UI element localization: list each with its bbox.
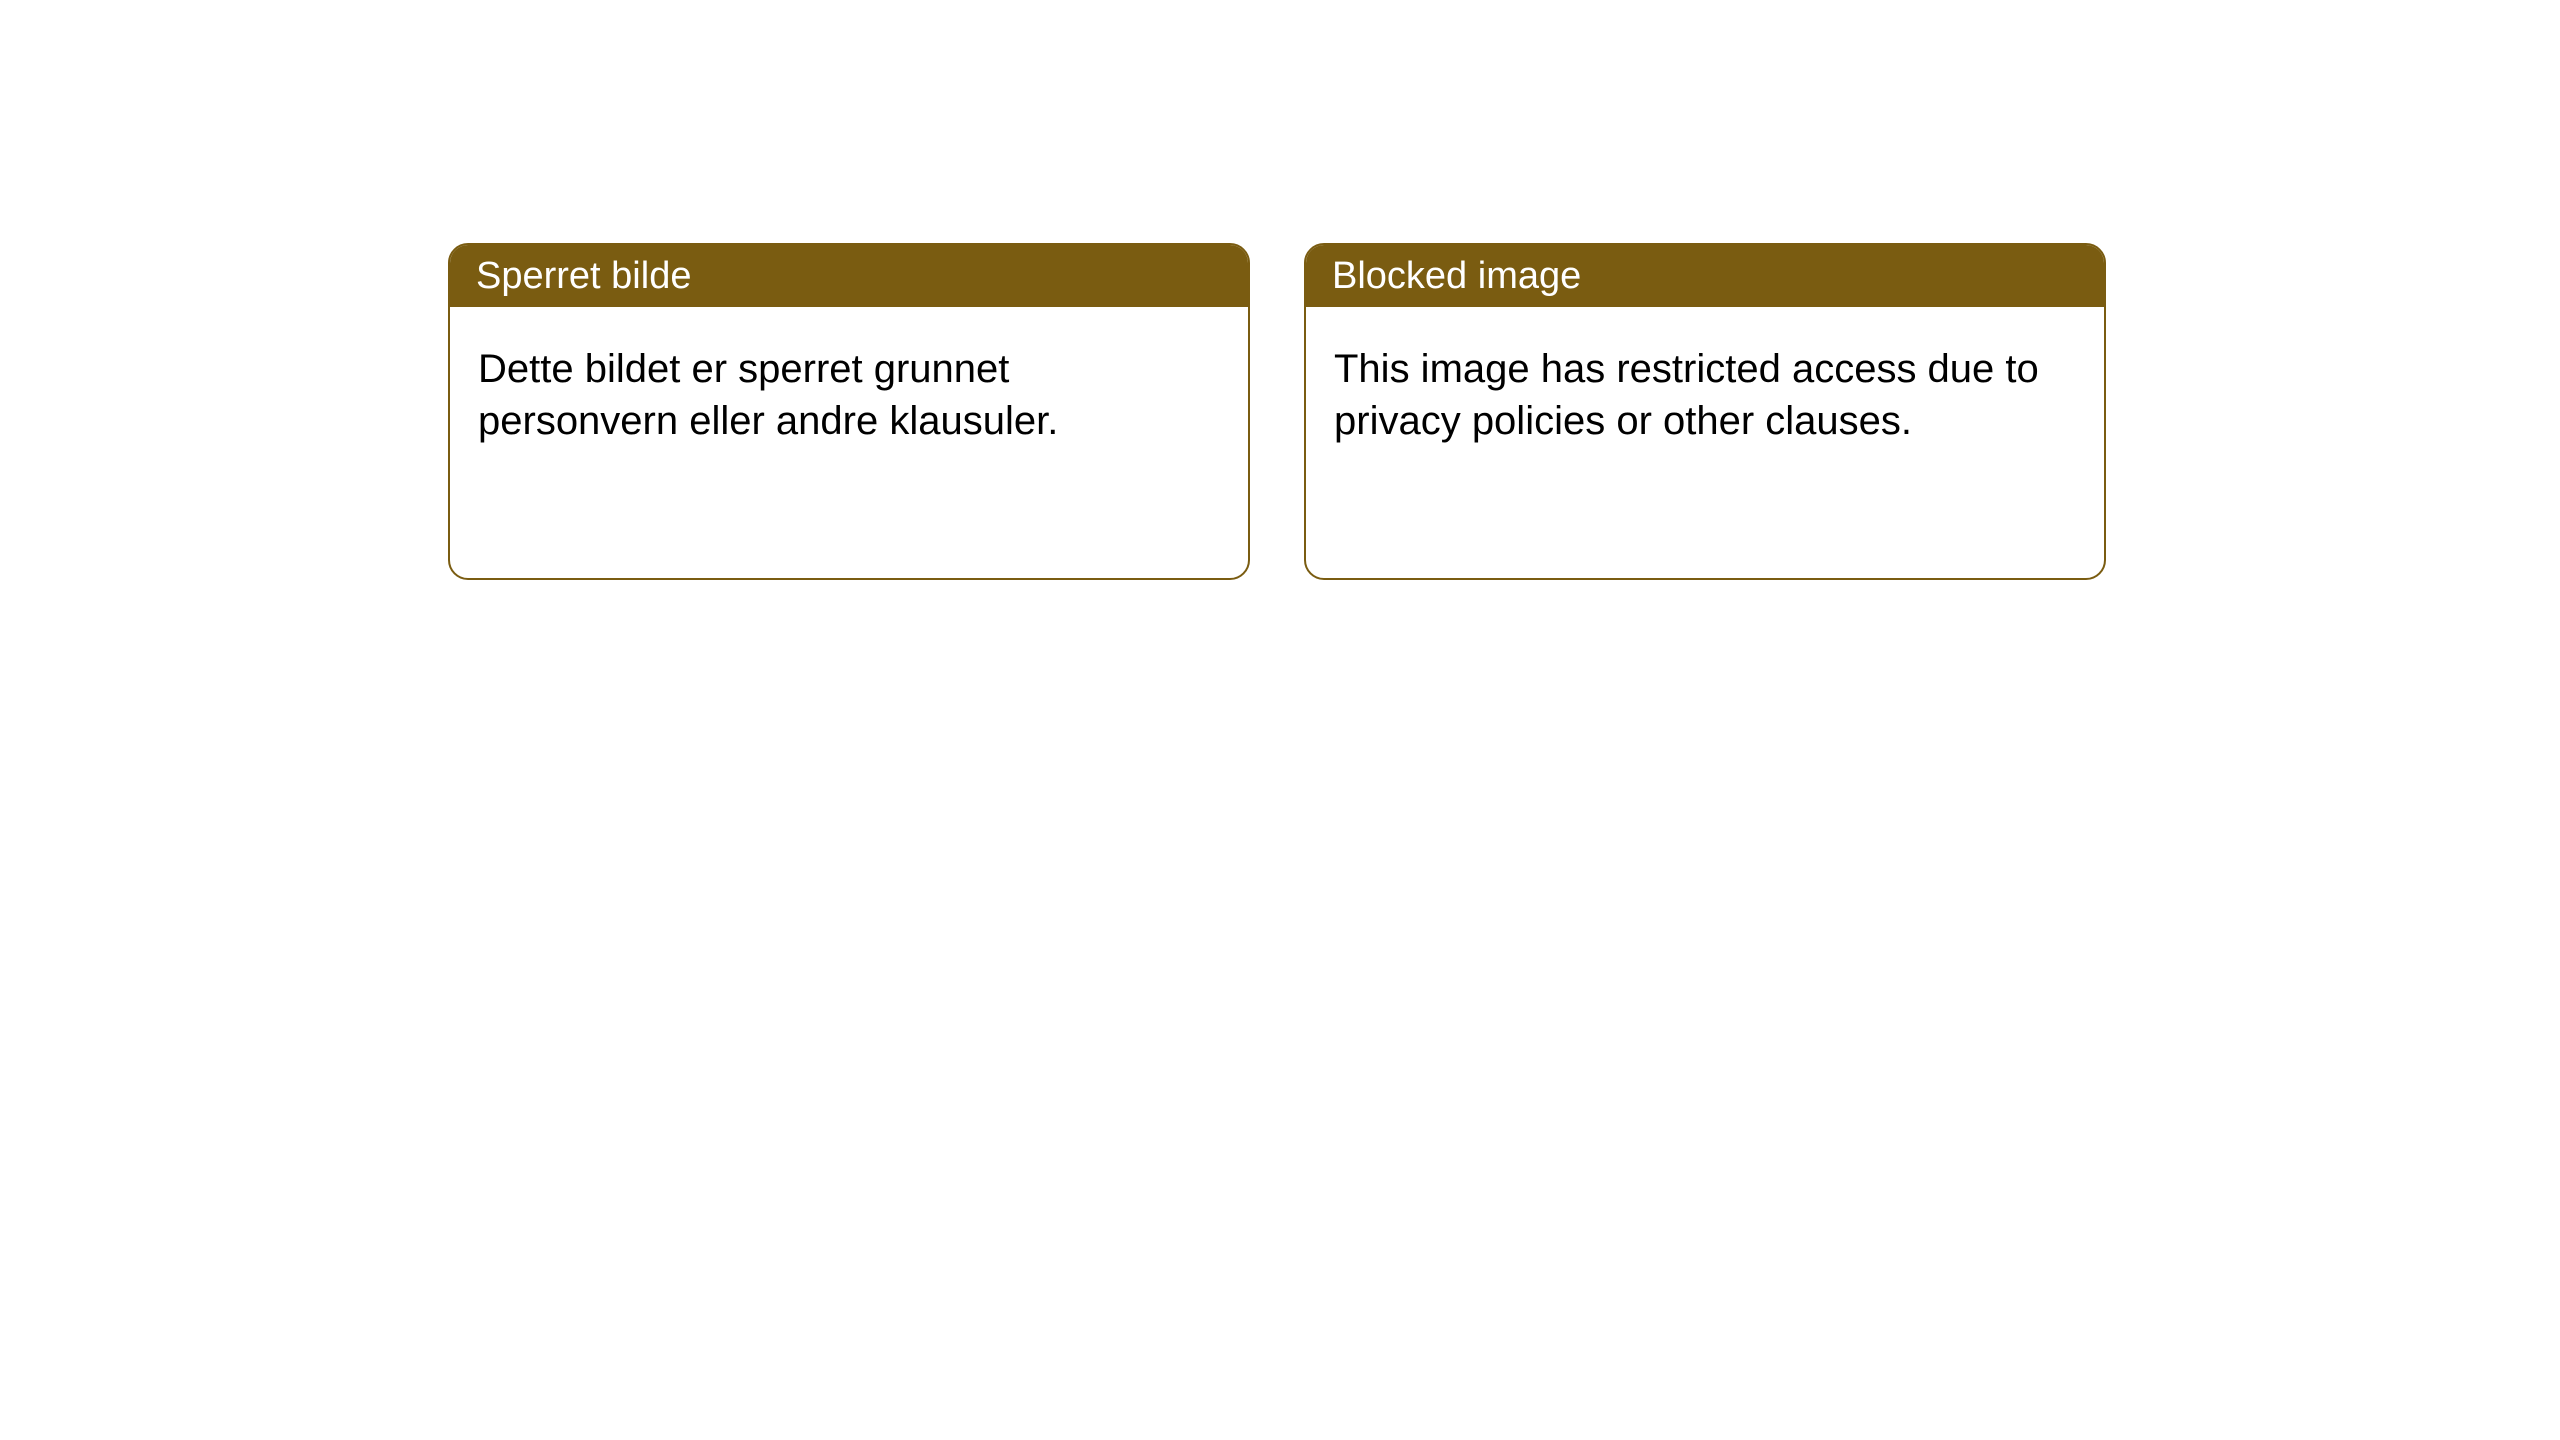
card-header-text: Blocked image [1332, 255, 1581, 298]
card-body-english: This image has restricted access due to … [1306, 307, 2104, 483]
card-body-norwegian: Dette bildet er sperret grunnet personve… [450, 307, 1248, 483]
notice-container: Sperret bilde Dette bildet er sperret gr… [0, 0, 2560, 580]
card-header-norwegian: Sperret bilde [450, 245, 1248, 307]
card-header-english: Blocked image [1306, 245, 2104, 307]
notice-card-norwegian: Sperret bilde Dette bildet er sperret gr… [448, 243, 1250, 580]
card-header-text: Sperret bilde [476, 255, 691, 298]
notice-card-english: Blocked image This image has restricted … [1304, 243, 2106, 580]
card-body-text: This image has restricted access due to … [1334, 347, 2039, 443]
card-body-text: Dette bildet er sperret grunnet personve… [478, 347, 1058, 443]
